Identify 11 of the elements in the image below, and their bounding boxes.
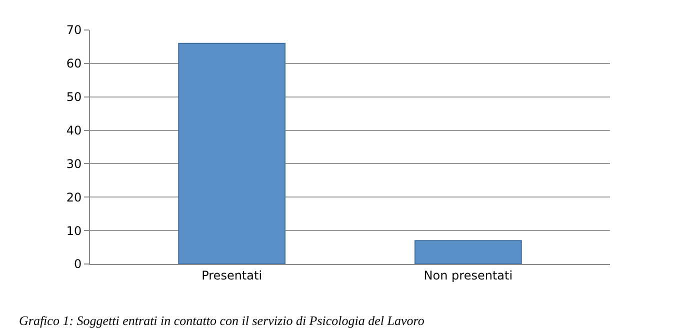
- y-tick-label: 30: [66, 156, 82, 171]
- y-tick-label: 70: [66, 23, 82, 38]
- y-tick-label: 50: [66, 90, 82, 104]
- y-tick-label: 60: [66, 56, 82, 71]
- y-tick-label: 0: [74, 257, 82, 272]
- x-tick-label: Non presentati: [424, 268, 513, 282]
- y-tick-label: 20: [66, 190, 82, 204]
- text: Grafico 1: Soggetti entrati in contatto con il servizio di Psicologia del Lavoro: [19, 313, 425, 328]
- y-tick-label: 10: [66, 224, 82, 238]
- y-tick-label: 40: [66, 123, 82, 138]
- x-tick-label: Presentati: [202, 268, 262, 282]
